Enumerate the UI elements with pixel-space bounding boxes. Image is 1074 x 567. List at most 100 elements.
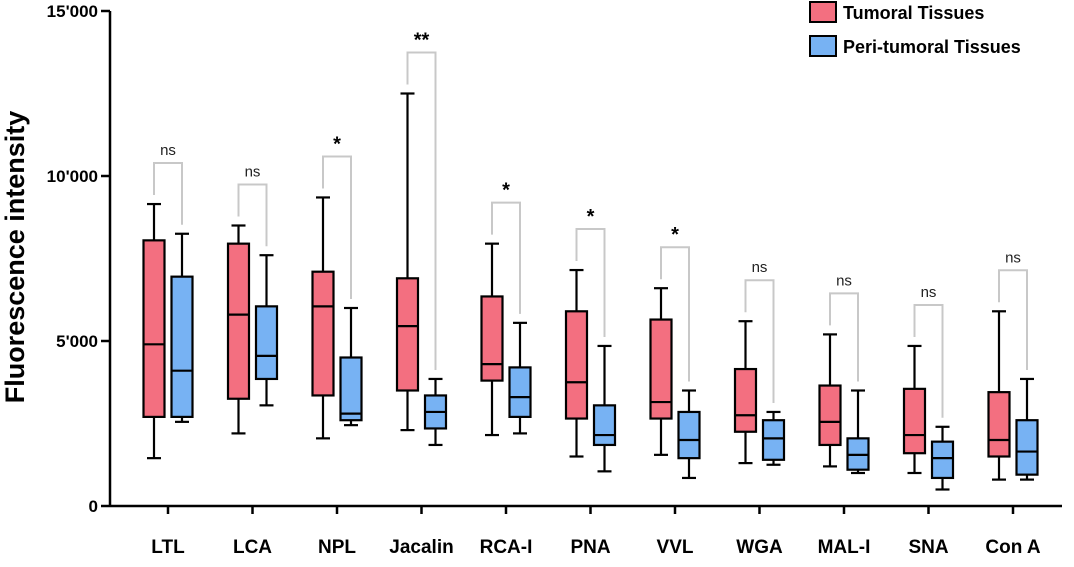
- y-tick-label: 15'000: [47, 2, 98, 21]
- iqr-box: [733, 367, 758, 433]
- significance-label: ns: [245, 164, 261, 181]
- iqr-box: [226, 242, 251, 400]
- significance-bracket: ns: [913, 284, 944, 418]
- iqr-box: [170, 275, 194, 418]
- box-tumoral: [818, 333, 842, 468]
- iqr-box: [818, 384, 842, 447]
- x-category-label: NPL: [318, 537, 356, 558]
- legend-label-tumoral: Tumoral Tissues: [843, 3, 984, 23]
- box-peri: [846, 389, 870, 475]
- bracket-line: [491, 201, 521, 314]
- box-tumoral: [395, 92, 420, 432]
- significance-bracket: ns: [998, 249, 1028, 370]
- iqr-box: [395, 277, 420, 392]
- axes: 0 5'000 10'000 15'000: [47, 2, 1062, 516]
- significance-label: *: [502, 180, 510, 202]
- significance-bracket: *: [322, 133, 352, 299]
- box-peri: [170, 232, 194, 423]
- significance-label: *: [671, 224, 679, 246]
- iqr-box: [480, 295, 504, 382]
- bracket-line: [237, 183, 268, 247]
- bracket-line: [322, 155, 352, 299]
- box-tumoral: [311, 196, 335, 440]
- box-peri: [1015, 377, 1039, 481]
- iqr-box: [930, 440, 955, 480]
- x-category-label: RCA-I: [480, 537, 533, 558]
- bracket-line: [829, 292, 859, 382]
- box-series: [142, 92, 1039, 491]
- iqr-box: [1015, 419, 1039, 476]
- bracket-line: [406, 51, 437, 370]
- significance-label: ns: [160, 142, 176, 159]
- significance-bracket: ns: [744, 259, 775, 403]
- box-peri: [592, 344, 617, 473]
- x-axis-labels: LTL LCA NPL Jacalin RCA-I PNA VVL WGA MAL-I SNA Co…: [151, 537, 1041, 558]
- box-peri: [339, 306, 363, 427]
- iqr-box: [649, 318, 673, 420]
- bracket-line: [998, 269, 1028, 370]
- significance-label: ns: [921, 284, 937, 301]
- x-category-label: Con A: [985, 537, 1041, 558]
- box-tumoral: [480, 242, 504, 437]
- x-category-label: LTL: [151, 537, 185, 558]
- y-tick-label: 0: [89, 497, 98, 516]
- box-tumoral: [564, 268, 589, 458]
- significance-bracket: **: [406, 30, 437, 370]
- iqr-box: [339, 356, 363, 422]
- box-peri: [761, 410, 786, 466]
- iqr-box: [142, 239, 166, 419]
- box-peri: [423, 377, 448, 447]
- x-category-label: LCA: [233, 537, 272, 558]
- y-axis-label: Fluorescence intensity: [0, 111, 30, 404]
- x-category-label: PNA: [570, 537, 610, 558]
- x-category-label: SNA: [908, 537, 948, 558]
- significance-bracket: ns: [829, 272, 859, 382]
- iqr-box: [254, 305, 279, 381]
- x-category-label: WGA: [736, 537, 783, 558]
- significance-bracket: ns: [237, 164, 268, 247]
- significance-bracket: *: [491, 180, 521, 314]
- legend-label-peri: Peri-tumoral Tissues: [843, 37, 1021, 57]
- bracket-line: [575, 228, 606, 337]
- significance-label: **: [414, 30, 430, 52]
- iqr-box: [987, 391, 1011, 458]
- iqr-box: [508, 366, 532, 418]
- bracket-line: [913, 303, 944, 418]
- bracket-line: [660, 246, 690, 382]
- significance-label: ns: [836, 272, 852, 289]
- legend: Tumoral Tissues Peri-tumoral Tissues: [809, 1, 1021, 57]
- box-peri: [508, 321, 532, 435]
- legend-swatch-tumoral: [809, 1, 837, 23]
- box-tumoral: [142, 202, 166, 460]
- bracket-line: [744, 279, 775, 403]
- y-tick-label: 5'000: [56, 332, 98, 351]
- x-category-label: Jacalin: [389, 537, 453, 558]
- iqr-box: [902, 387, 927, 455]
- legend-swatch-peri: [809, 35, 837, 57]
- iqr-box: [311, 270, 335, 397]
- iqr-box: [761, 419, 786, 461]
- box-peri: [677, 389, 701, 480]
- box-tumoral: [226, 224, 251, 435]
- significance-label: ns: [752, 259, 768, 276]
- significance-bracket: *: [575, 206, 606, 337]
- significance-label: ns: [1005, 249, 1021, 266]
- x-category-label: VVL: [657, 537, 694, 558]
- box-peri: [930, 425, 955, 491]
- significance-bracket: ns: [153, 142, 183, 225]
- significance-label: *: [333, 133, 341, 155]
- box-tumoral: [987, 310, 1011, 481]
- box-tumoral: [902, 344, 927, 475]
- x-category-label: MAL-I: [818, 537, 871, 558]
- iqr-box: [564, 310, 589, 420]
- iqr-box: [592, 404, 617, 447]
- y-tick-label: 10'000: [47, 167, 98, 186]
- bracket-line: [153, 162, 183, 225]
- box-tumoral: [649, 287, 673, 456]
- significance-bracket: *: [660, 224, 690, 382]
- box-peri: [254, 254, 279, 407]
- significance-label: *: [587, 206, 595, 228]
- box-tumoral: [733, 320, 758, 465]
